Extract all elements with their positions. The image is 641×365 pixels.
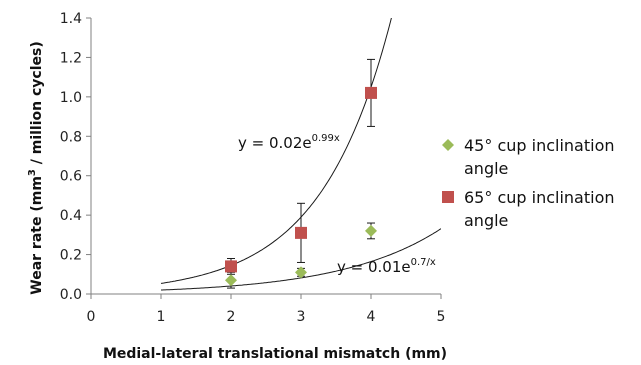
y-tick-label: 1.0 xyxy=(60,90,82,106)
point-diamond xyxy=(365,224,377,237)
point-square xyxy=(365,86,377,99)
trend-equation-65: y = 0.02e0.99x xyxy=(238,133,340,152)
y-tick-label: 0.6 xyxy=(60,169,82,185)
axes: 0.0 0.2 0.4 0.6 0.8 1.0 1.2 1.4 0 1 2 3 4 5 xyxy=(60,11,446,325)
legend-label-45: 45° cup inclination angle xyxy=(464,136,615,178)
legend-marker-square xyxy=(442,191,454,203)
point-square xyxy=(295,226,307,239)
x-tick-label: 4 xyxy=(367,309,376,325)
y-axis-title: Wear rate (mm3 / million cycles) xyxy=(27,41,45,294)
point-diamond xyxy=(225,274,237,287)
x-tick-label: 0 xyxy=(87,309,96,325)
legend-item-65: 65° cup inclination angle xyxy=(442,186,638,232)
y-tick-label: 0.2 xyxy=(60,248,82,264)
y-tick-label: 0.8 xyxy=(60,129,82,145)
x-axis-title: Medial-lateral translational mismatch (m… xyxy=(103,346,447,362)
data-points xyxy=(225,86,377,287)
legend-item-45: 45° cup inclination angle xyxy=(442,134,638,180)
y-tick-label: 1.2 xyxy=(60,50,82,66)
x-tick-label: 1 xyxy=(157,309,166,325)
x-tick-label: 5 xyxy=(437,309,446,325)
x-tick-label: 2 xyxy=(227,309,236,325)
legend-label-65: 65° cup inclination angle xyxy=(464,188,615,230)
error-bars xyxy=(227,58,375,289)
x-tick-label: 3 xyxy=(297,309,306,325)
y-tick-label: 0.0 xyxy=(60,287,82,303)
trend-equation-45: y = 0.01e0.7/x xyxy=(337,257,436,276)
y-tick-label: 1.4 xyxy=(60,11,82,27)
point-square xyxy=(225,260,237,273)
legend: 45° cup inclination angle 65° cup inclin… xyxy=(442,134,638,238)
y-tick-label: 0.4 xyxy=(60,208,82,224)
point-diamond xyxy=(295,266,307,279)
legend-marker-diamond xyxy=(442,139,454,151)
